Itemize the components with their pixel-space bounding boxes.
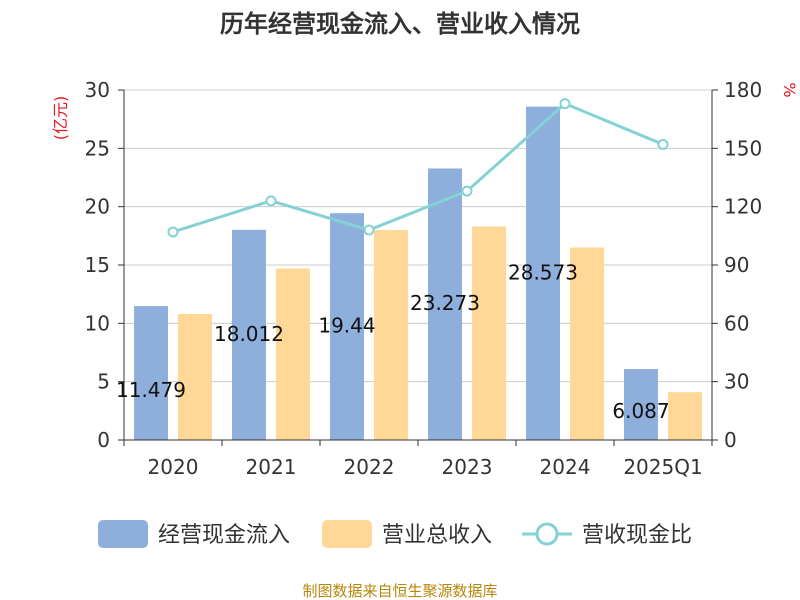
ratio-line <box>167 98 669 238</box>
legend-swatch-revenue <box>322 520 372 548</box>
data-label: 18.012 <box>214 322 284 346</box>
legend-marker-ratio <box>535 522 559 546</box>
source-note: 制图数据来自恒生聚源数据库 <box>302 582 497 600</box>
x-tick-label: 2024 <box>540 455 591 479</box>
axes: 0 5 10 15 20 25 30 0 30 60 90 120 150 180 2020 2021 2022… <box>85 78 763 479</box>
data-label: 23.273 <box>410 291 480 315</box>
y-left-tick-label: 5 <box>97 370 110 394</box>
bar-cash-inflow <box>330 213 364 440</box>
legend-label: 营业总收入 <box>382 523 492 548</box>
x-tick-label: 2022 <box>344 455 395 479</box>
y-right-tick-label: 0 <box>724 428 737 452</box>
y-right-tick-label: 150 <box>724 136 762 160</box>
bar-cash-inflow <box>624 368 658 440</box>
bar-cash-inflow <box>526 106 560 441</box>
y-left-tick-label: 15 <box>85 253 110 277</box>
bar-cash-inflow <box>428 168 462 440</box>
data-label: 11.479 <box>116 378 186 402</box>
y-right-tick-label: 90 <box>724 253 749 277</box>
legend[interactable]: 经营现金流入 营业总收入 营收现金比 <box>98 520 692 548</box>
y-left-tick-label: 0 <box>97 428 110 452</box>
grid-lines <box>124 89 712 383</box>
bars <box>134 106 702 441</box>
bar-cash-inflow <box>134 306 168 440</box>
legend-label: 营收现金比 <box>582 523 692 548</box>
line-point <box>657 138 669 150</box>
y-right-unit: % <box>780 82 799 97</box>
line-point <box>167 226 179 238</box>
line-path <box>172 101 664 234</box>
data-label: 6.087 <box>612 399 669 423</box>
data-labels: 11.479 18.012 19.44 23.273 28.573 6.087 <box>116 260 670 423</box>
y-right-tick-label: 180 <box>724 78 762 102</box>
y-right-tick-label: 30 <box>724 370 749 394</box>
y-left-unit: (亿元) <box>51 96 70 141</box>
bar-revenue <box>570 247 604 440</box>
x-tick-label: 2025Q1 <box>623 455 702 479</box>
x-tick-label: 2023 <box>442 455 493 479</box>
bar-revenue <box>178 314 212 440</box>
y-left-tick-label: 20 <box>85 195 110 219</box>
y-left-tick-label: 10 <box>85 311 110 335</box>
line-point <box>265 195 277 207</box>
bar-revenue <box>276 268 310 440</box>
y-left-tick-label: 30 <box>85 78 110 102</box>
legend-label: 经营现金流入 <box>158 523 290 548</box>
y-right-tick-label: 120 <box>724 195 762 219</box>
bar-revenue <box>374 230 408 440</box>
bar-revenue <box>668 392 702 440</box>
data-label: 19.44 <box>318 314 375 338</box>
bar-revenue <box>472 226 506 440</box>
y-left-tick-label: 25 <box>85 136 110 160</box>
chart-title: 历年经营现金流入、营业收入情况 <box>220 10 580 38</box>
line-point <box>559 98 571 110</box>
x-tick-label: 2020 <box>148 455 199 479</box>
data-label: 28.573 <box>508 260 578 284</box>
x-tick-label: 2021 <box>246 455 297 479</box>
legend-swatch-cash-inflow <box>98 520 148 548</box>
line-point <box>363 224 375 236</box>
bar-cash-inflow <box>232 229 266 440</box>
y-right-tick-label: 60 <box>724 311 749 335</box>
line-point <box>461 185 473 197</box>
